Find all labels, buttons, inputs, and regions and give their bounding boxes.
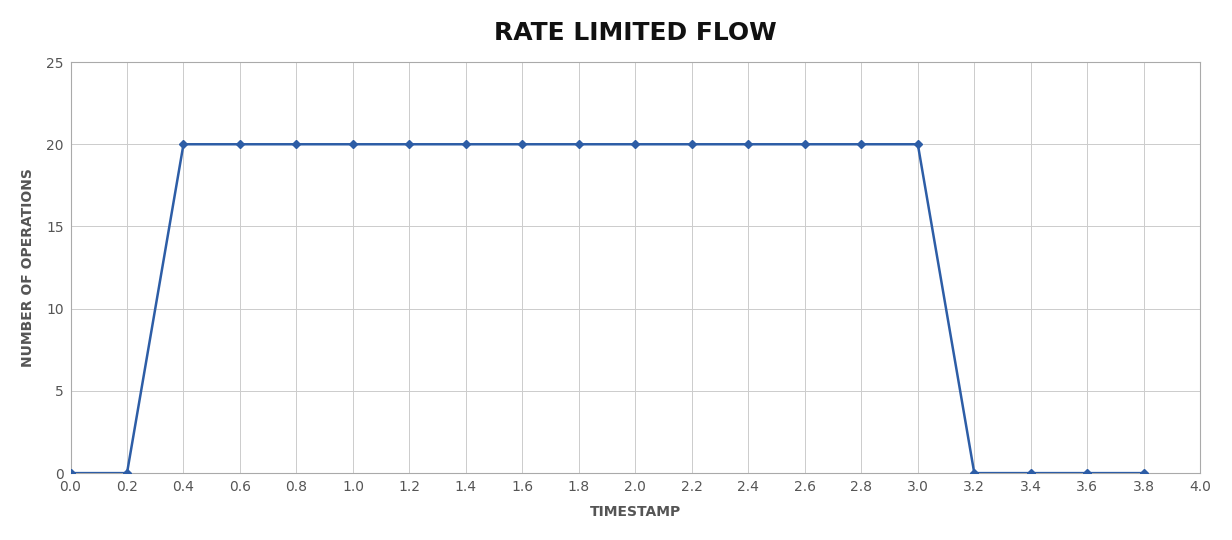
X-axis label: TIMESTAMP: TIMESTAMP [590,505,681,519]
Title: RATE LIMITED FLOW: RATE LIMITED FLOW [494,21,776,45]
Y-axis label: NUMBER OF OPERATIONS: NUMBER OF OPERATIONS [21,168,34,367]
